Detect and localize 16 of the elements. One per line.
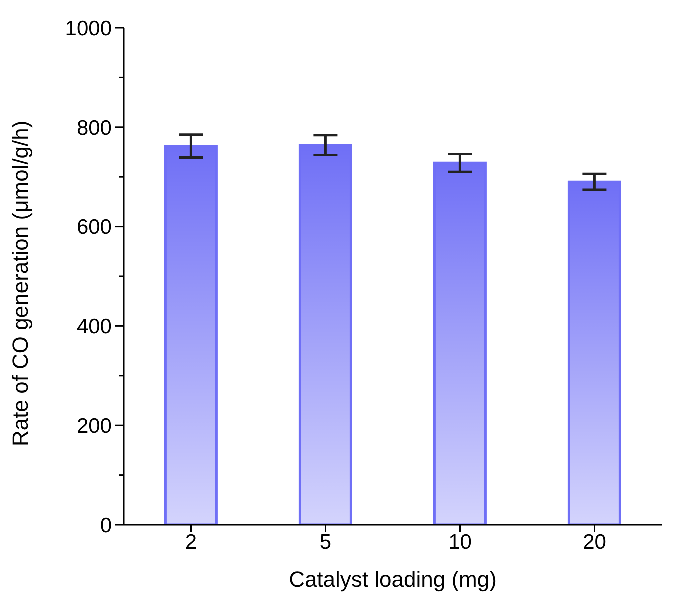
y-tick-label: 200 <box>76 414 112 438</box>
y-axis-title: Rate of CO generation (μmol/g/h) <box>8 120 33 446</box>
bar <box>568 180 622 525</box>
x-tick-label: 10 <box>448 530 472 554</box>
x-tick-label: 5 <box>320 530 332 554</box>
y-tick-label: 0 <box>100 514 112 538</box>
y-tick-label: 400 <box>76 316 112 339</box>
bar <box>433 162 487 525</box>
y-tick-label: 600 <box>76 216 112 240</box>
y-tick-label: 800 <box>76 116 112 140</box>
bar <box>164 145 218 525</box>
x-tick-label: 2 <box>185 530 198 554</box>
y-tick-label: 1000 <box>65 17 112 40</box>
bar <box>298 144 352 525</box>
x-tick-label: 20 <box>583 530 606 554</box>
x-axis-title: Catalyst loading (mg) <box>289 567 497 592</box>
